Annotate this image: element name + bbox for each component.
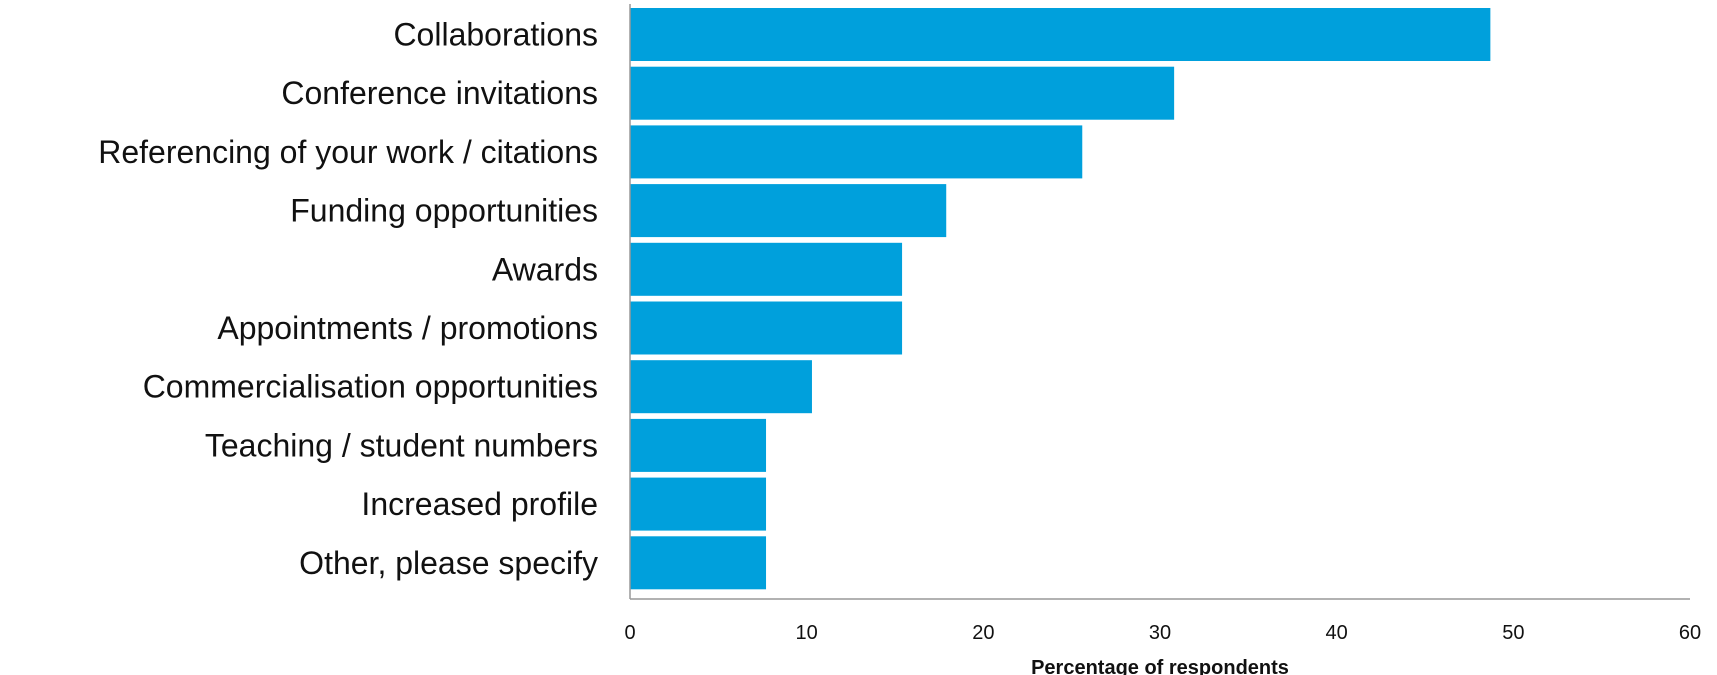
category-label: Increased profile [361,486,598,522]
bar [630,418,767,472]
category-labels: Collaborations Conference invitations Refe… [98,17,598,581]
category-label: Collaborations [393,17,598,53]
x-tick-label: 30 [1149,622,1171,644]
bar [630,125,1083,179]
bars-group [630,8,1491,590]
x-tick-label: 50 [1502,622,1524,644]
x-tick-label: 40 [1326,622,1348,644]
x-tick-label: 60 [1679,622,1701,644]
bar [630,477,767,531]
category-label: Other, please specify [299,545,598,581]
category-label: Referencing of your work / citations [98,134,598,170]
bar [630,242,903,296]
category-label: Appointments / promotions [217,310,598,346]
bar [630,360,812,414]
category-label: Awards [492,251,598,287]
bar [630,184,947,238]
category-label: Funding opportunities [290,193,598,229]
category-label: Commercialisation opportunities [143,369,598,405]
category-label: Teaching / student numbers [205,427,598,463]
x-axis-title: Percentage of respondents [1031,657,1289,675]
x-tick-label: 0 [624,622,635,644]
bar [630,301,903,355]
bar [630,536,767,590]
x-tick-label: 20 [972,622,994,644]
x-tick-labels: 0 10 20 30 40 50 60 [624,622,1701,644]
x-tick-label: 10 [796,622,818,644]
bar [630,8,1491,61]
bar [630,66,1175,120]
category-label: Conference invitations [281,75,598,111]
